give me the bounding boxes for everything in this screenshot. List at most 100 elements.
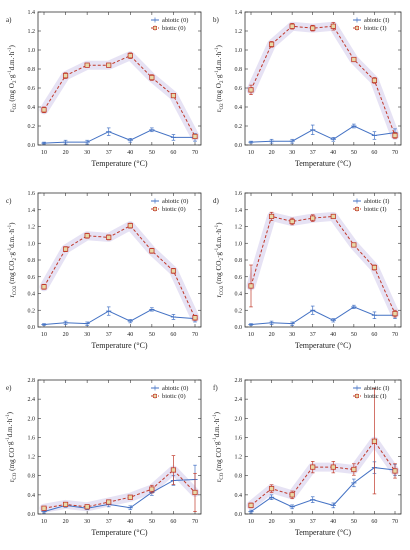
y-tick-label: 0.4 <box>235 292 243 298</box>
x-tick-label: 50 <box>351 332 357 338</box>
biotic-data-point <box>84 504 90 510</box>
y-tick-label: 1.2 <box>235 225 243 231</box>
biotic-data-point <box>41 107 47 113</box>
legend: abiotic (0)biotic (0) <box>151 17 188 32</box>
biotic-data-point <box>170 268 177 274</box>
biotic-data-point <box>268 486 275 492</box>
y-axis-label: rCO2 (mg CO2·g-1d.m.·h-1) <box>8 222 18 298</box>
y-tick-label: 1.0 <box>235 48 243 54</box>
legend: abiotic (0)biotic (0) <box>151 198 188 213</box>
biotic-data-point <box>149 248 155 254</box>
x-tick-label: 70 <box>192 519 198 525</box>
biotic-data-point <box>149 74 155 81</box>
x-axis-label: Temperature (°C) <box>91 341 148 350</box>
x-tick-label: 70 <box>392 519 398 525</box>
x-tick-label: 50 <box>351 150 357 156</box>
y-tick-label: 0.2 <box>28 308 36 314</box>
biotic-data-point <box>268 41 275 47</box>
biotic-data-point <box>127 494 133 500</box>
y-axis-label: rO2 (mg O2·g-1d.m.·h-1) <box>8 44 18 112</box>
biotic-data-point <box>127 53 133 59</box>
y-tick-label: 0.6 <box>28 86 36 92</box>
y-tick-label: 1.2 <box>28 29 36 35</box>
y-tick-label: 2.8 <box>28 378 36 384</box>
biotic-data-point <box>106 234 112 240</box>
x-tick-label: 10 <box>248 519 254 525</box>
x-tick-label: 40 <box>330 332 336 338</box>
biotic-data-point <box>248 87 254 93</box>
abiotic-series-line <box>43 479 196 513</box>
y-tick-label: 2.4 <box>235 397 243 403</box>
x-tick-label: 50 <box>149 332 155 338</box>
biotic-data-point <box>62 246 69 252</box>
biotic-data-point <box>330 23 336 29</box>
x-tick-label: 60 <box>170 519 176 525</box>
abiotic-series-line <box>43 129 195 144</box>
y-tick-label: 2.0 <box>28 416 36 422</box>
biotic-data-point <box>371 264 378 271</box>
biotic-data-point <box>41 284 47 290</box>
legend-label: biotic (I) <box>364 393 387 400</box>
abiotic-series-line <box>250 467 396 513</box>
legend-swatch-marker <box>153 25 158 30</box>
biotic-data-point <box>351 466 357 473</box>
biotic-data-point <box>330 213 336 220</box>
panel-label: b) <box>213 16 220 24</box>
x-tick-label: 70 <box>392 332 398 338</box>
x-tick-label: 70 <box>392 150 398 156</box>
legend-label: abiotic (I) <box>364 198 389 205</box>
biotic-data-point <box>268 213 275 220</box>
biotic-data-point <box>371 438 378 444</box>
y-tick-label: 0.4 <box>235 493 243 499</box>
y-tick-label: 0.6 <box>235 275 243 281</box>
legend: abiotic (0)biotic (0) <box>151 385 188 400</box>
panel-label: c) <box>6 197 12 205</box>
biotic-data-point <box>248 283 254 289</box>
x-tick-label: 60 <box>371 332 377 338</box>
panel-label: e) <box>6 384 12 392</box>
legend-swatch-marker <box>153 207 158 212</box>
biotic-data-point <box>392 132 398 139</box>
biotic-data-point <box>392 310 398 317</box>
x-tick-label: 60 <box>170 150 176 156</box>
legend-swatch-marker <box>354 207 359 212</box>
x-tick-label: 30 <box>289 332 295 338</box>
abiotic-series-line <box>43 308 196 325</box>
plot-frame <box>244 379 402 515</box>
plot-frame <box>37 379 202 515</box>
y-tick-label: 1.4 <box>28 10 36 16</box>
chart-panel-c: 0.0 0.2 0.4 0.6 0.8 1.0 1.2 1.4 1.6 10 20 30 37 40 50 6… <box>6 191 202 350</box>
biotic-data-point <box>192 489 198 496</box>
x-tick-label: 30 <box>84 332 90 338</box>
y-tick-label: 1.2 <box>235 29 243 35</box>
legend-label: biotic (0) <box>162 25 186 32</box>
x-tick-label: 20 <box>63 332 69 338</box>
y-tick-label: 0.4 <box>235 105 243 111</box>
biotic-data-point <box>392 468 398 474</box>
x-tick-label: 20 <box>269 150 275 156</box>
legend-label: abiotic (I) <box>364 385 389 392</box>
x-axis-label: Temperature (°C) <box>91 159 148 168</box>
y-tick-label: 0.0 <box>235 143 243 149</box>
legend-label: abiotic (0) <box>162 17 188 24</box>
biotic-data-point <box>351 242 357 248</box>
x-tick-label: 40 <box>127 332 133 338</box>
y-tick-label: 0.6 <box>28 275 36 281</box>
biotic-data-point <box>106 62 112 68</box>
biotic-data-point <box>192 133 198 140</box>
y-tick-label: 0.2 <box>28 124 36 130</box>
x-tick-label: 40 <box>127 150 133 156</box>
legend-label: biotic (0) <box>162 206 186 213</box>
biotic-data-point <box>170 467 177 473</box>
y-tick-label: 0.4 <box>28 105 36 111</box>
x-tick-label: 30 <box>84 519 90 525</box>
x-tick-label: 37 <box>310 332 316 338</box>
panel-label: f) <box>213 384 218 392</box>
x-tick-label: 20 <box>63 150 69 156</box>
biotic-data-point <box>310 215 316 221</box>
x-tick-label: 10 <box>248 150 254 156</box>
biotic-series-line <box>43 55 196 137</box>
y-tick-label: 1.2 <box>28 225 36 231</box>
legend-swatch-marker <box>354 393 359 398</box>
